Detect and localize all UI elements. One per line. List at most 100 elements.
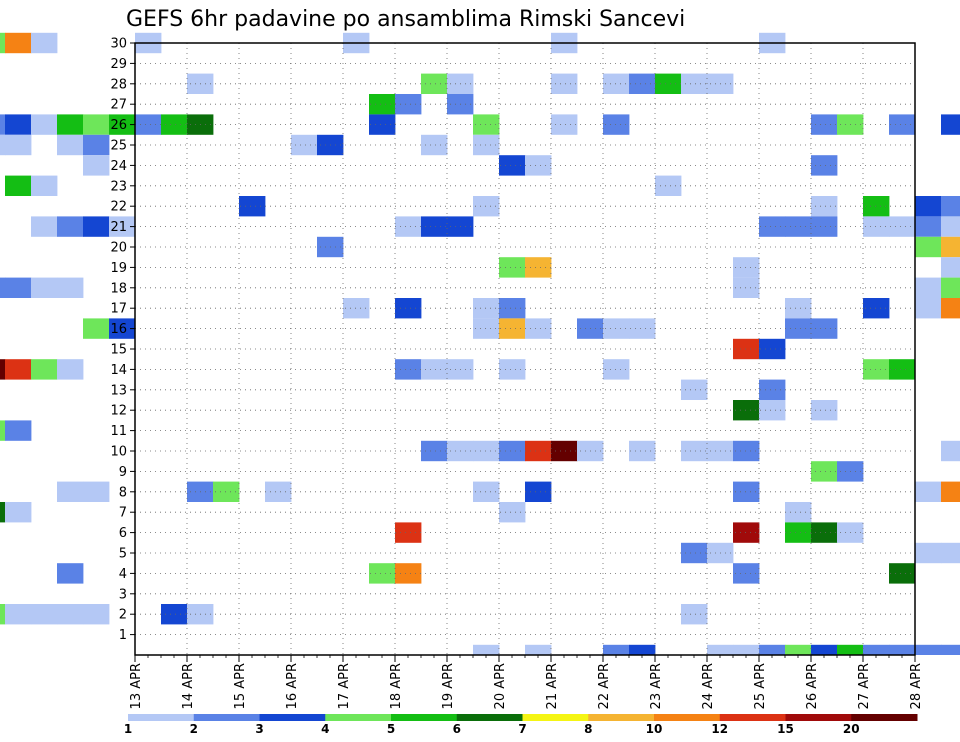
cell-member-4-1 — [369, 563, 396, 584]
cell-member-26-15 — [889, 114, 916, 135]
colorbar-segment — [193, 714, 260, 721]
cell-member-19-3 — [941, 257, 960, 278]
cell-member-28-8 — [681, 73, 708, 94]
y-tick-label: 25 — [110, 139, 127, 154]
y-tick-label: 30 — [110, 37, 127, 52]
cell-member-8-3 — [57, 481, 84, 502]
cell-member-0-9 — [837, 644, 864, 655]
cell-member-10-2 — [473, 440, 500, 462]
cell-member-21-0 — [31, 216, 58, 237]
cell-member-10-3 — [499, 440, 526, 462]
cell-member-25-3 — [57, 134, 84, 156]
cell-member-16-7 — [629, 318, 656, 339]
cell-member-15-1 — [759, 338, 786, 360]
y-tick-label: 9 — [119, 465, 127, 480]
cell-member-5-0 — [681, 542, 708, 564]
y-tick-label: 1 — [119, 628, 127, 643]
cell-member-18-4 — [733, 277, 760, 298]
y-tick-label: 4 — [119, 567, 127, 582]
cell-member-13-1 — [759, 379, 786, 400]
cell-member-25-4 — [83, 134, 110, 156]
y-tick-label: 14 — [110, 363, 127, 378]
cell-member-17-5 — [863, 298, 890, 319]
cell-member-4-4 — [889, 563, 916, 584]
cell-member-0-5 — [733, 644, 760, 655]
cell-member-25-2 — [5, 134, 32, 156]
cell-member-17-6 — [915, 298, 942, 319]
y-tick-label: 22 — [110, 200, 127, 215]
cell-member-10-4 — [525, 440, 552, 462]
cell-member-2-4 — [31, 604, 58, 625]
cell-member-17-4 — [785, 298, 812, 319]
cell-member-19-2 — [733, 257, 760, 278]
cell-member-26-13 — [811, 114, 838, 135]
y-tick-label: 24 — [110, 159, 127, 174]
cell-member-22-4 — [915, 196, 942, 217]
cell-member-8-11 — [915, 481, 942, 502]
y-tick-label: 5 — [119, 547, 127, 562]
cell-member-20-2 — [941, 236, 960, 258]
colorbar-label: 7 — [518, 722, 526, 736]
cell-member-12-2 — [811, 400, 838, 421]
cell-member-8-12 — [941, 481, 960, 502]
cell-member-0-10 — [863, 644, 890, 655]
cell-member-10-10 — [733, 440, 760, 462]
cell-member-2-7 — [161, 604, 188, 625]
x-tick-label: 20 APR — [493, 663, 508, 709]
cell-member-30-2 — [5, 32, 32, 54]
cell-member-16-2 — [473, 318, 500, 339]
cell-member-6-1 — [733, 522, 760, 543]
cell-member-25-5 — [291, 134, 318, 156]
cell-member-16-0 — [83, 318, 110, 339]
cell-member-24-2 — [525, 155, 552, 176]
cell-member-16-9 — [811, 318, 838, 339]
cell-member-26-10 — [473, 114, 500, 135]
cell-member-23-0 — [5, 175, 32, 196]
cell-member-14-1 — [0, 359, 6, 380]
cell-member-5-2 — [915, 542, 942, 564]
y-tick-label: 28 — [110, 77, 127, 92]
y-tick-label: 15 — [110, 343, 127, 358]
y-tick-label: 6 — [119, 526, 127, 541]
cell-member-7-2 — [5, 502, 32, 523]
colorbar-segment — [456, 714, 523, 721]
x-tick-label: 17 APR — [337, 663, 352, 709]
cell-member-18-6 — [941, 277, 960, 298]
cell-member-18-1 — [5, 277, 32, 298]
cell-member-8-9 — [525, 481, 552, 502]
colorbar-label: 2 — [190, 722, 198, 736]
colorbar-label: 12 — [711, 722, 728, 736]
cell-member-19-0 — [499, 257, 526, 278]
cell-member-4-3 — [733, 563, 760, 584]
cell-member-8-6 — [213, 481, 240, 502]
x-tick-label: 23 APR — [649, 663, 664, 709]
cell-member-12-1 — [759, 400, 786, 421]
y-tick-label: 10 — [110, 445, 127, 460]
colorbar-label: 6 — [453, 722, 461, 736]
cell-member-13-0 — [681, 379, 708, 400]
y-tick-label: 3 — [119, 587, 127, 602]
cell-member-16-1 — [109, 318, 136, 339]
cell-member-6-2 — [785, 522, 812, 543]
cell-member-4-2 — [395, 563, 422, 584]
x-tick-label: 21 APR — [545, 663, 560, 709]
cell-member-22-0 — [239, 196, 266, 217]
cell-member-25-8 — [473, 134, 500, 156]
cell-member-2-9 — [681, 604, 708, 625]
cell-member-14-10 — [863, 359, 890, 380]
cell-member-14-2 — [5, 359, 32, 380]
cell-member-23-2 — [655, 175, 682, 196]
cell-member-24-3 — [811, 155, 838, 176]
colorbar-label: 1 — [124, 722, 132, 736]
cell-member-0-3 — [629, 644, 656, 655]
cell-member-16-6 — [603, 318, 630, 339]
cell-member-7-1 — [0, 502, 6, 523]
cell-member-2-3 — [5, 604, 32, 625]
cell-member-25-7 — [421, 134, 448, 156]
cell-member-24-0 — [83, 155, 110, 176]
y-tick-label: 21 — [110, 220, 127, 235]
cell-member-28-7 — [655, 73, 682, 94]
cell-member-26-1 — [5, 114, 32, 135]
cell-member-21-8 — [785, 216, 812, 237]
